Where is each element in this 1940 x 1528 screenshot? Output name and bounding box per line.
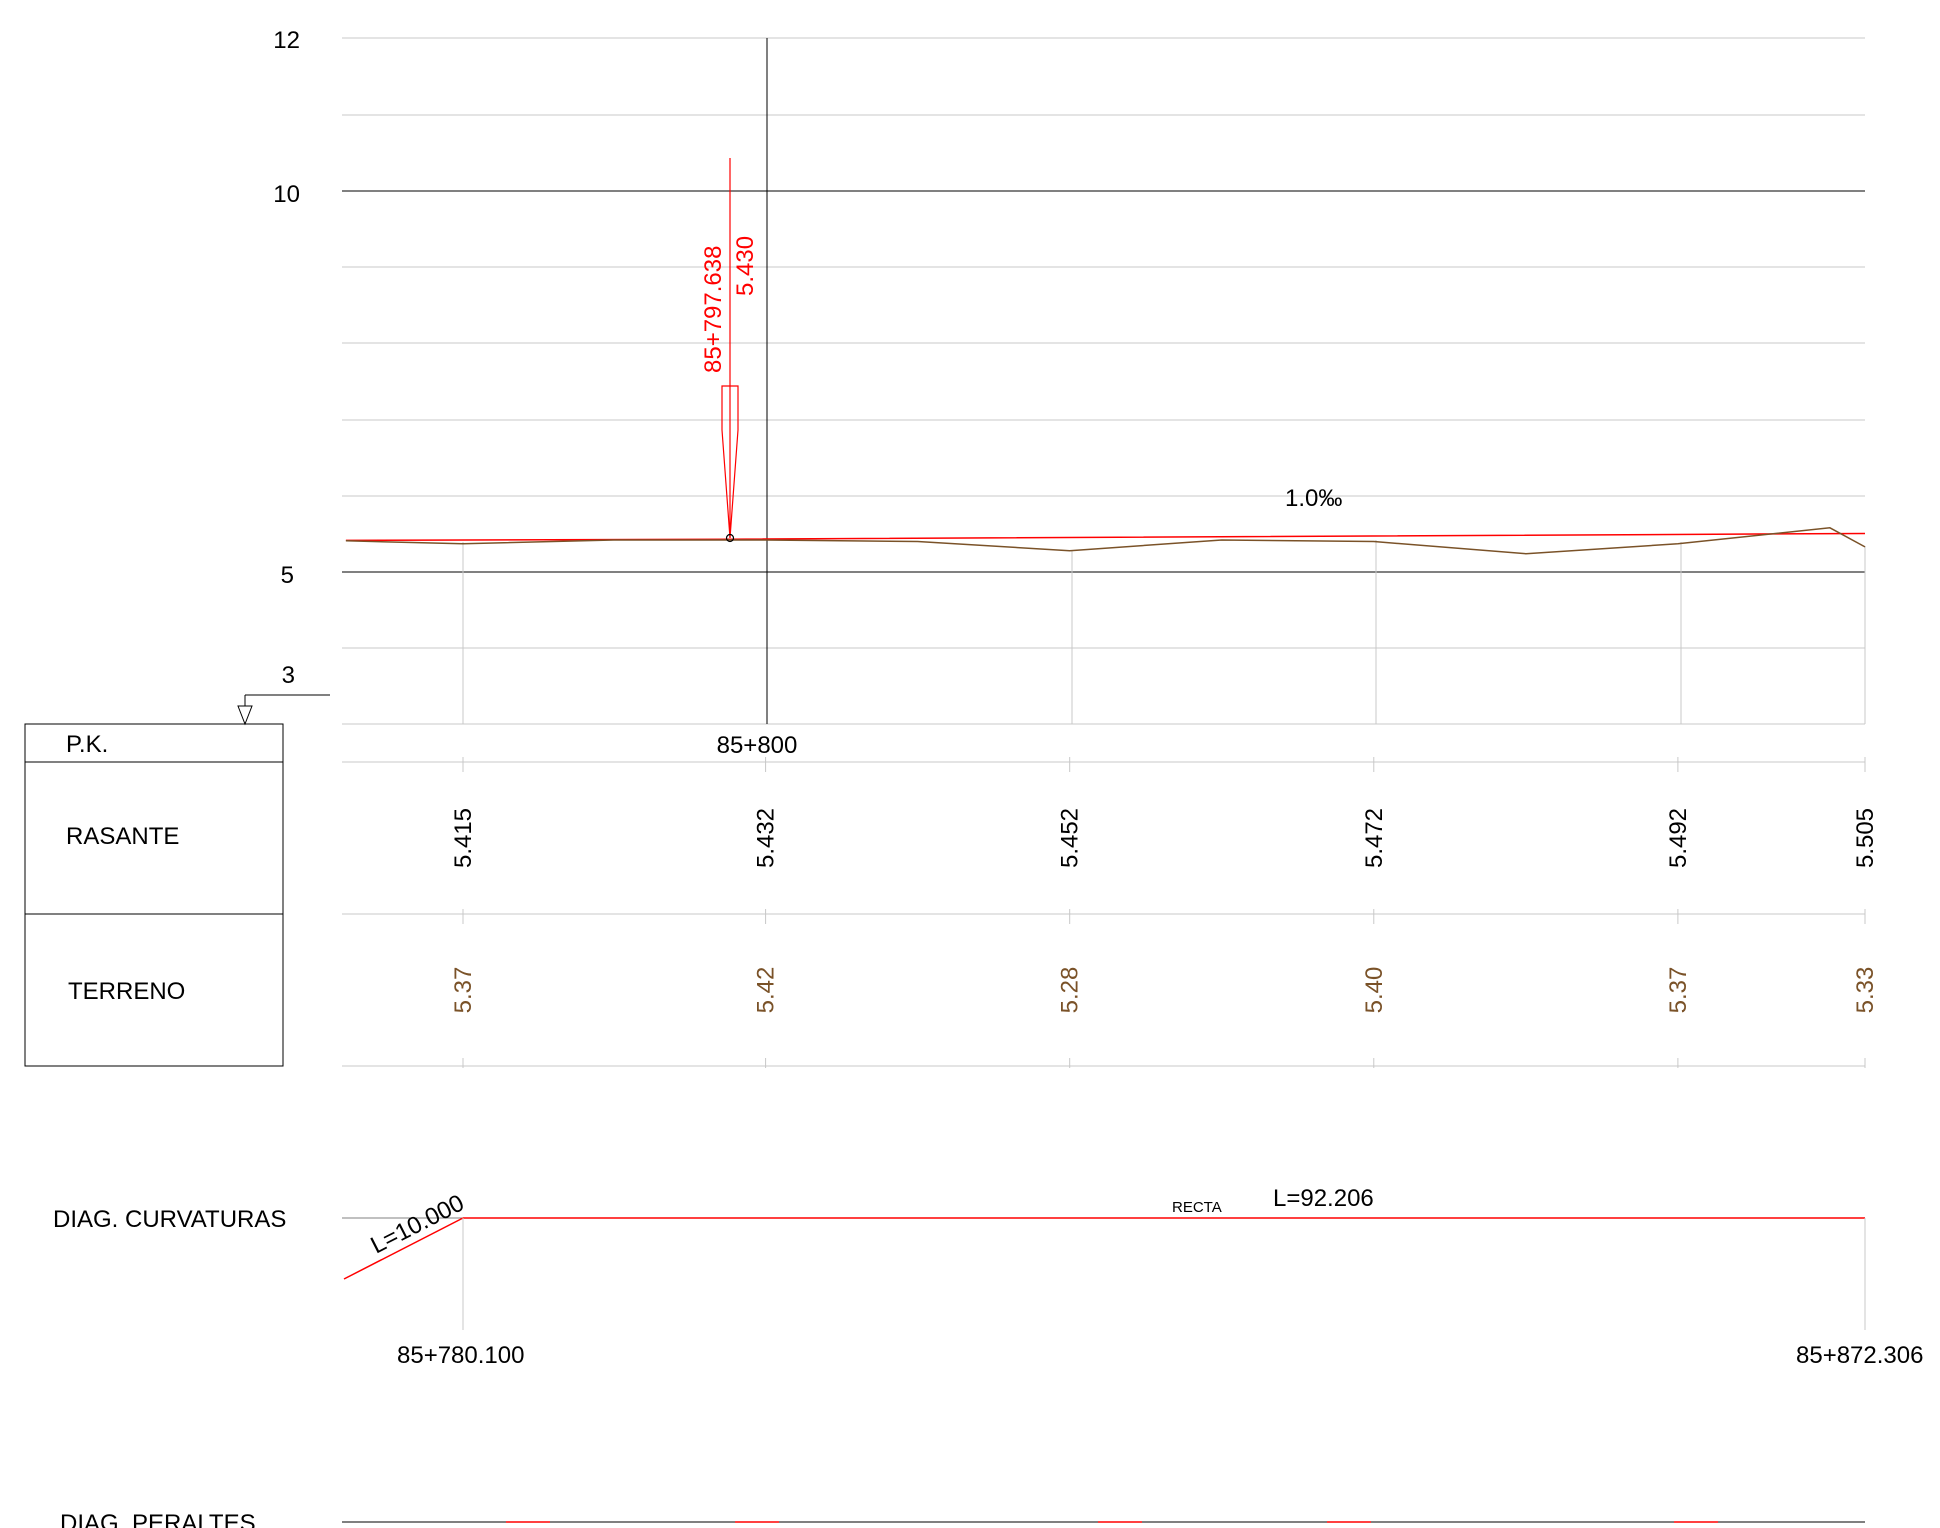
rasante-line	[345, 532, 1866, 542]
data-table: P.K. RASANTE TERRENO 85+800 5.4155.375.4…	[24, 723, 1879, 1068]
datum-marker: 3	[237, 662, 330, 726]
y-tick-label: 10	[273, 181, 300, 208]
superelevation-diagram: DIAG. PERALTES	[60, 1510, 1865, 1528]
datum-label: 3	[282, 662, 295, 689]
rasante-value: 5.472	[1361, 808, 1388, 868]
terreno-value: 5.37	[450, 967, 477, 1014]
curvature-title: DIAG. CURVATURAS	[53, 1206, 286, 1233]
terreno-value: 5.37	[1665, 967, 1692, 1014]
rasante-value: 5.415	[450, 808, 477, 868]
rasante-value: 5.452	[1057, 808, 1084, 868]
terreno-value: 5.33	[1852, 967, 1879, 1014]
table-values: 5.415 5.37 5.432 5.42 5.452 5.28 5.472 5.40 5.49…	[450, 757, 1879, 1068]
curvature-start-pk: 85+780.100	[397, 1342, 524, 1369]
y-axis-labels: 12 10 5	[273, 27, 300, 589]
terreno-value: 5.42	[753, 967, 780, 1014]
series-layer	[345, 527, 1866, 555]
vertex-point	[725, 533, 735, 543]
station-verticals	[462, 540, 1866, 724]
terreno-line	[345, 527, 1866, 555]
curvature-diagram: DIAG. CURVATURAS L=10.000 RECTA L=92.206…	[53, 1185, 1923, 1369]
profile-grid	[342, 37, 1865, 725]
rasante-value: 5.432	[753, 808, 780, 868]
terreno-value: 5.28	[1057, 967, 1084, 1014]
straight-length-label: L=92.206	[1273, 1185, 1374, 1212]
table-label-box	[24, 723, 284, 1067]
vertex-annotation: 85+797.638 5.430	[700, 158, 759, 543]
table-label-rasante: RASANTE	[66, 823, 179, 850]
superelevation-title: DIAG. PERALTES	[60, 1510, 256, 1528]
curvature-end-pk: 85+872.306	[1796, 1342, 1923, 1369]
y-tick-label: 5	[281, 562, 294, 589]
pk-major-label: 85+800	[717, 732, 798, 759]
grade-label: 1.0‰	[1285, 485, 1342, 512]
straight-tag: RECTA	[1172, 1199, 1222, 1216]
vertex-elevation-label: 5.430	[732, 236, 759, 296]
transition-length-label: L=10.000	[366, 1190, 468, 1260]
rasante-value: 5.505	[1852, 808, 1879, 868]
vertex-arrow-icon	[721, 385, 739, 539]
y-tick-label: 12	[273, 27, 300, 54]
curvature-transition	[343, 1217, 464, 1280]
datum-arrow-icon	[237, 705, 253, 726]
table-label-pk: P.K.	[66, 731, 108, 758]
vertex-pk-label: 85+797.638	[700, 246, 727, 373]
table-label-terreno: TERRENO	[68, 978, 185, 1005]
rasante-value: 5.492	[1665, 808, 1692, 868]
terreno-value: 5.40	[1361, 967, 1388, 1014]
